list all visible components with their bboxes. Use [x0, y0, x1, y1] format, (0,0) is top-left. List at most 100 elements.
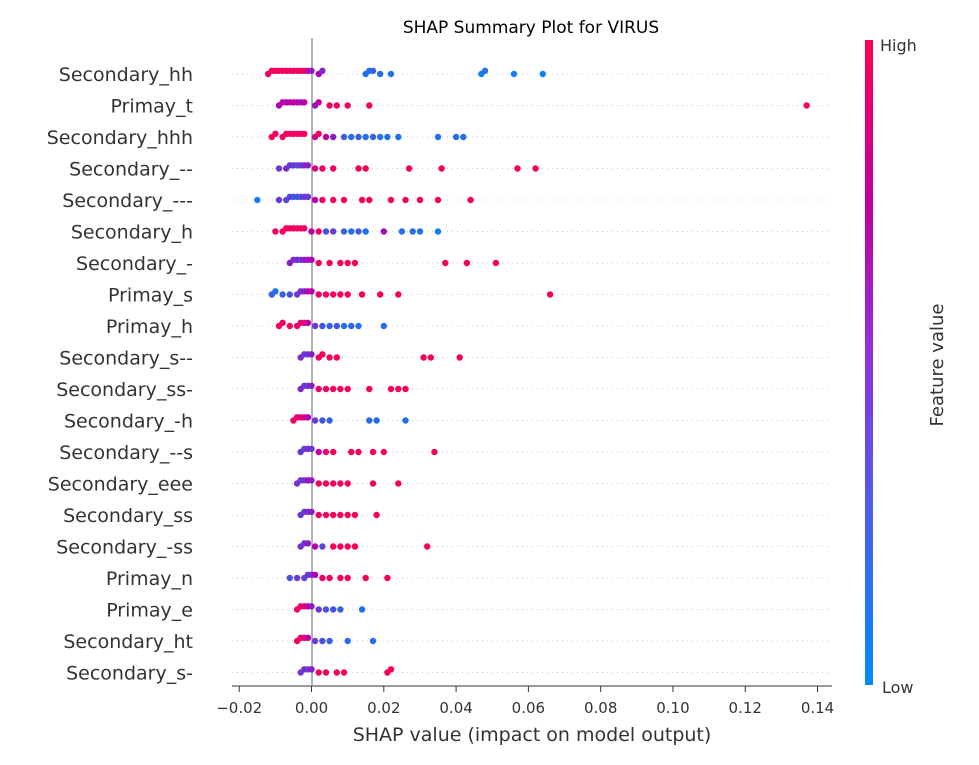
shap-point — [326, 417, 333, 424]
shap-point — [319, 351, 326, 358]
shap-point — [402, 385, 409, 393]
shap-point — [803, 102, 810, 109]
shap-point — [492, 259, 500, 267]
shap-point — [308, 445, 315, 452]
colorbar-low-label: Low — [882, 678, 914, 697]
shap-point — [377, 291, 384, 298]
shap-point — [337, 259, 344, 267]
shap-point — [326, 637, 333, 645]
feature-label: Secondary_--- — [62, 190, 193, 212]
feature-label: Secondary_- — [76, 253, 193, 275]
feature-label: Secondary_hhh — [47, 127, 193, 149]
x-tick-label: 0.14 — [801, 699, 834, 717]
shap-point — [402, 417, 409, 424]
row-guides — [232, 73, 832, 673]
shap-point — [405, 165, 413, 172]
shap-point — [275, 165, 283, 172]
shap-point — [330, 480, 337, 487]
shap-point — [319, 165, 326, 172]
feature-label: Secondary_ht — [63, 631, 193, 653]
shap-point — [315, 291, 322, 298]
shap-point — [467, 196, 474, 204]
colorbar: High Low Feature value — [865, 36, 948, 697]
shap-point — [311, 322, 319, 330]
shap-point — [340, 196, 348, 204]
shap-point — [319, 67, 326, 75]
x-tick-label: 0.12 — [729, 699, 762, 717]
feature-label: Secondary_s- — [66, 663, 193, 685]
shap-point — [322, 448, 330, 456]
shap-point — [326, 102, 333, 109]
shap-point — [308, 603, 315, 610]
x-axis-label: SHAP value (impact on model output) — [353, 724, 712, 746]
shap-point — [322, 606, 330, 613]
shap-point — [355, 165, 362, 172]
feature-label: Primay_e — [106, 600, 193, 622]
shap-point — [304, 319, 312, 326]
shap-point — [337, 385, 344, 393]
shap-point — [308, 256, 315, 263]
feature-label: Secondary_-ss — [56, 537, 193, 559]
shap-point — [293, 574, 301, 582]
shap-point — [254, 196, 261, 204]
shap-point — [362, 133, 369, 141]
shap-point — [452, 133, 460, 141]
shap-point — [460, 133, 467, 141]
shap-point — [330, 543, 337, 550]
shap-point — [286, 291, 293, 298]
x-tick-label: 0.06 — [512, 699, 545, 717]
shap-point — [344, 480, 351, 487]
shap-point — [366, 385, 373, 393]
shap-point — [340, 133, 348, 141]
shap-point — [330, 228, 337, 235]
shap-point — [319, 637, 326, 645]
feature-label: Secondary_-- — [69, 159, 193, 181]
shap-point — [330, 511, 337, 519]
shap-point — [286, 574, 293, 582]
shap-point — [322, 228, 330, 235]
shap-point — [387, 196, 395, 204]
shap-point — [416, 228, 424, 235]
shap-point — [311, 196, 319, 204]
shap-point — [348, 448, 355, 456]
shap-point — [337, 606, 344, 613]
shap-point — [315, 606, 322, 613]
shap-point — [369, 448, 377, 456]
shap-point — [344, 574, 351, 582]
shap-point — [304, 162, 312, 169]
feature-label: Secondary_--s — [59, 442, 193, 464]
shap-point — [337, 480, 344, 487]
shap-point — [514, 165, 521, 172]
shap-point — [333, 102, 340, 109]
shap-point — [369, 133, 377, 141]
shap-point — [427, 354, 434, 361]
shap-point — [340, 228, 348, 235]
shap-point — [377, 70, 384, 78]
shap-point — [330, 196, 337, 204]
shap-point — [398, 228, 406, 235]
shap-point — [366, 417, 373, 424]
shap-point — [358, 196, 366, 204]
shap-point — [322, 291, 330, 298]
shap-point — [355, 448, 362, 456]
x-tick-label: 0.02 — [367, 699, 400, 717]
shap-point — [510, 70, 518, 78]
shap-point — [308, 67, 315, 75]
shap-point — [315, 511, 322, 519]
shap-point — [311, 543, 319, 550]
chart-title: SHAP Summary Plot for VIRUS — [403, 18, 659, 38]
shap-point — [308, 382, 315, 389]
shap-point — [431, 448, 438, 456]
shap-point — [355, 322, 362, 330]
shap-point — [301, 225, 308, 232]
shap-point — [434, 133, 442, 141]
shap-point — [322, 133, 330, 141]
shap-point — [315, 259, 322, 267]
shap-point — [272, 288, 279, 295]
shap-point — [315, 228, 322, 235]
feature-labels: Secondary_hh Primay_t Secondary_hhh Seconda… — [47, 64, 193, 685]
feature-label: Secondary_ss — [63, 505, 193, 527]
shap-point — [344, 543, 351, 550]
shap-point — [308, 288, 315, 295]
